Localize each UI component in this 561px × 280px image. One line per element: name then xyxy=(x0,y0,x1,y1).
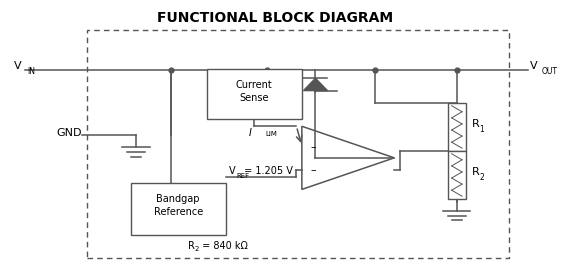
Text: V: V xyxy=(530,61,538,71)
Text: R: R xyxy=(188,241,195,251)
Text: REF: REF xyxy=(236,173,249,179)
Bar xyxy=(87,30,508,258)
Text: 2: 2 xyxy=(480,173,485,182)
Text: Current
Sense: Current Sense xyxy=(236,80,273,103)
Text: = 840 kΩ: = 840 kΩ xyxy=(199,241,247,251)
Text: R: R xyxy=(472,167,480,177)
Text: OUT: OUT xyxy=(541,67,557,76)
Bar xyxy=(131,183,226,235)
Text: GND: GND xyxy=(56,128,82,138)
Text: 2: 2 xyxy=(195,246,199,252)
Text: I: I xyxy=(249,128,252,138)
Text: R: R xyxy=(472,119,480,129)
Text: IN: IN xyxy=(27,67,35,76)
Text: FUNCTIONAL BLOCK DIAGRAM: FUNCTIONAL BLOCK DIAGRAM xyxy=(157,11,393,25)
Text: Bandgap
Reference: Bandgap Reference xyxy=(154,194,203,218)
Bar xyxy=(448,103,466,151)
Text: = 1.205 V: = 1.205 V xyxy=(241,166,293,176)
Bar xyxy=(206,69,302,119)
Text: V: V xyxy=(14,61,22,71)
Polygon shape xyxy=(304,78,328,91)
Text: LIM: LIM xyxy=(265,131,277,137)
Text: V: V xyxy=(228,166,235,176)
Text: 1: 1 xyxy=(480,125,485,134)
Bar xyxy=(448,151,466,199)
Text: –: – xyxy=(310,142,316,152)
Text: –: – xyxy=(310,165,316,175)
